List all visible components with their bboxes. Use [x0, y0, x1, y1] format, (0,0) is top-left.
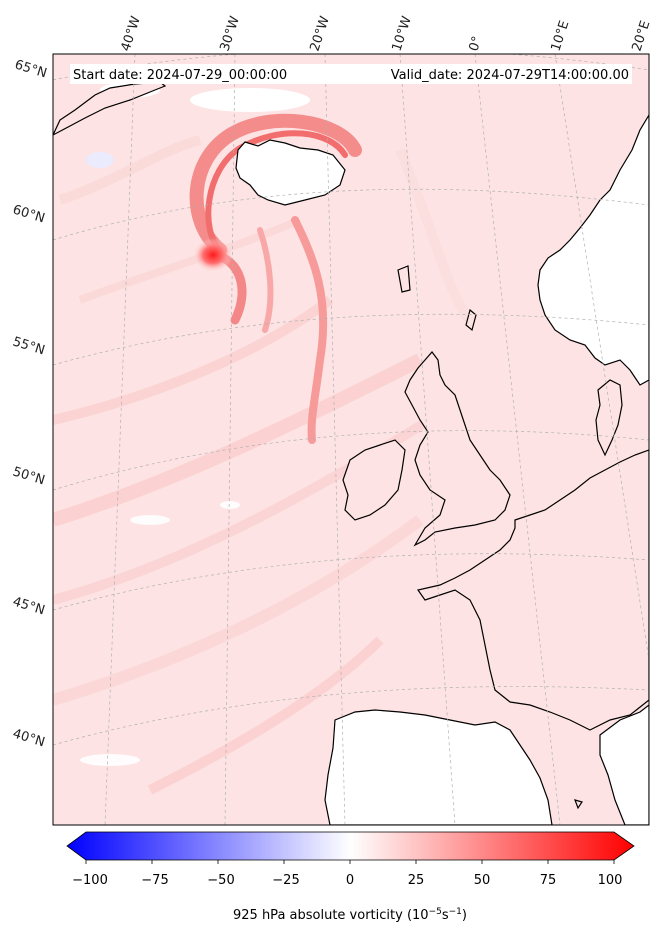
lat-label-65n: 65°N — [13, 57, 49, 81]
colorbar-tick: −25 — [272, 873, 299, 888]
lon-label-10e: 10°E — [549, 19, 573, 53]
balearic-island — [574, 799, 583, 810]
ireland — [342, 439, 406, 521]
colorbar: −100 −75 −50 −25 0 25 50 75 100 925 hPa … — [66, 831, 635, 923]
map-frame — [52, 53, 650, 826]
lon-label-20e: 20°E — [630, 19, 654, 53]
cyclone-vorticity-band — [189, 113, 362, 444]
colorbar-tick: 75 — [540, 873, 557, 888]
colorbar-tick: −100 — [72, 873, 108, 888]
low-vorticity-patch — [190, 88, 310, 112]
scandinavia — [537, 113, 649, 386]
great-britain — [404, 351, 511, 547]
italy-mediterranean — [599, 704, 649, 825]
colorbar-tick: 25 — [408, 873, 425, 888]
faroe-islands — [397, 265, 411, 293]
colorbar-tick: −75 — [141, 873, 168, 888]
shetland-islands — [465, 308, 477, 332]
lon-label-40w: 40°W — [119, 14, 144, 53]
lat-label-45n: 45°N — [11, 594, 47, 618]
colorbar-gradient — [66, 831, 635, 861]
lat-label-60n: 60°N — [11, 202, 47, 226]
iberia — [324, 709, 553, 825]
lon-label-30w: 30°W — [218, 14, 243, 53]
iceland — [235, 139, 346, 206]
colorbar-tick: −50 — [207, 873, 234, 888]
colorbar-tick: 100 — [598, 873, 623, 888]
land-masses — [53, 81, 649, 825]
colorbar-tick: 0 — [346, 873, 354, 888]
lon-label-0: 0° — [467, 35, 486, 54]
europe-mainland — [416, 449, 649, 731]
valid-date-text: Valid_date: 2024-07-29T14:00:00.00 — [391, 68, 629, 83]
lat-label-55n: 55°N — [11, 334, 47, 358]
cyclone-center — [193, 238, 233, 272]
colorbar-label: 925 hPa absolute vorticity (10−5s−1) — [233, 907, 467, 923]
lat-label-50n: 50°N — [11, 464, 47, 488]
colorbar-tick: 50 — [474, 873, 491, 888]
lon-label-10w: 10°W — [390, 14, 415, 53]
denmark — [595, 379, 623, 457]
map-panel — [53, 54, 649, 825]
header-bar — [70, 64, 632, 84]
vorticity-streaks — [53, 135, 474, 795]
lat-label-40n: 40°N — [11, 726, 47, 750]
start-date-text: Start date: 2024-07-29_00:00:00 — [73, 68, 287, 83]
lon-label-20w: 20°W — [308, 14, 333, 53]
